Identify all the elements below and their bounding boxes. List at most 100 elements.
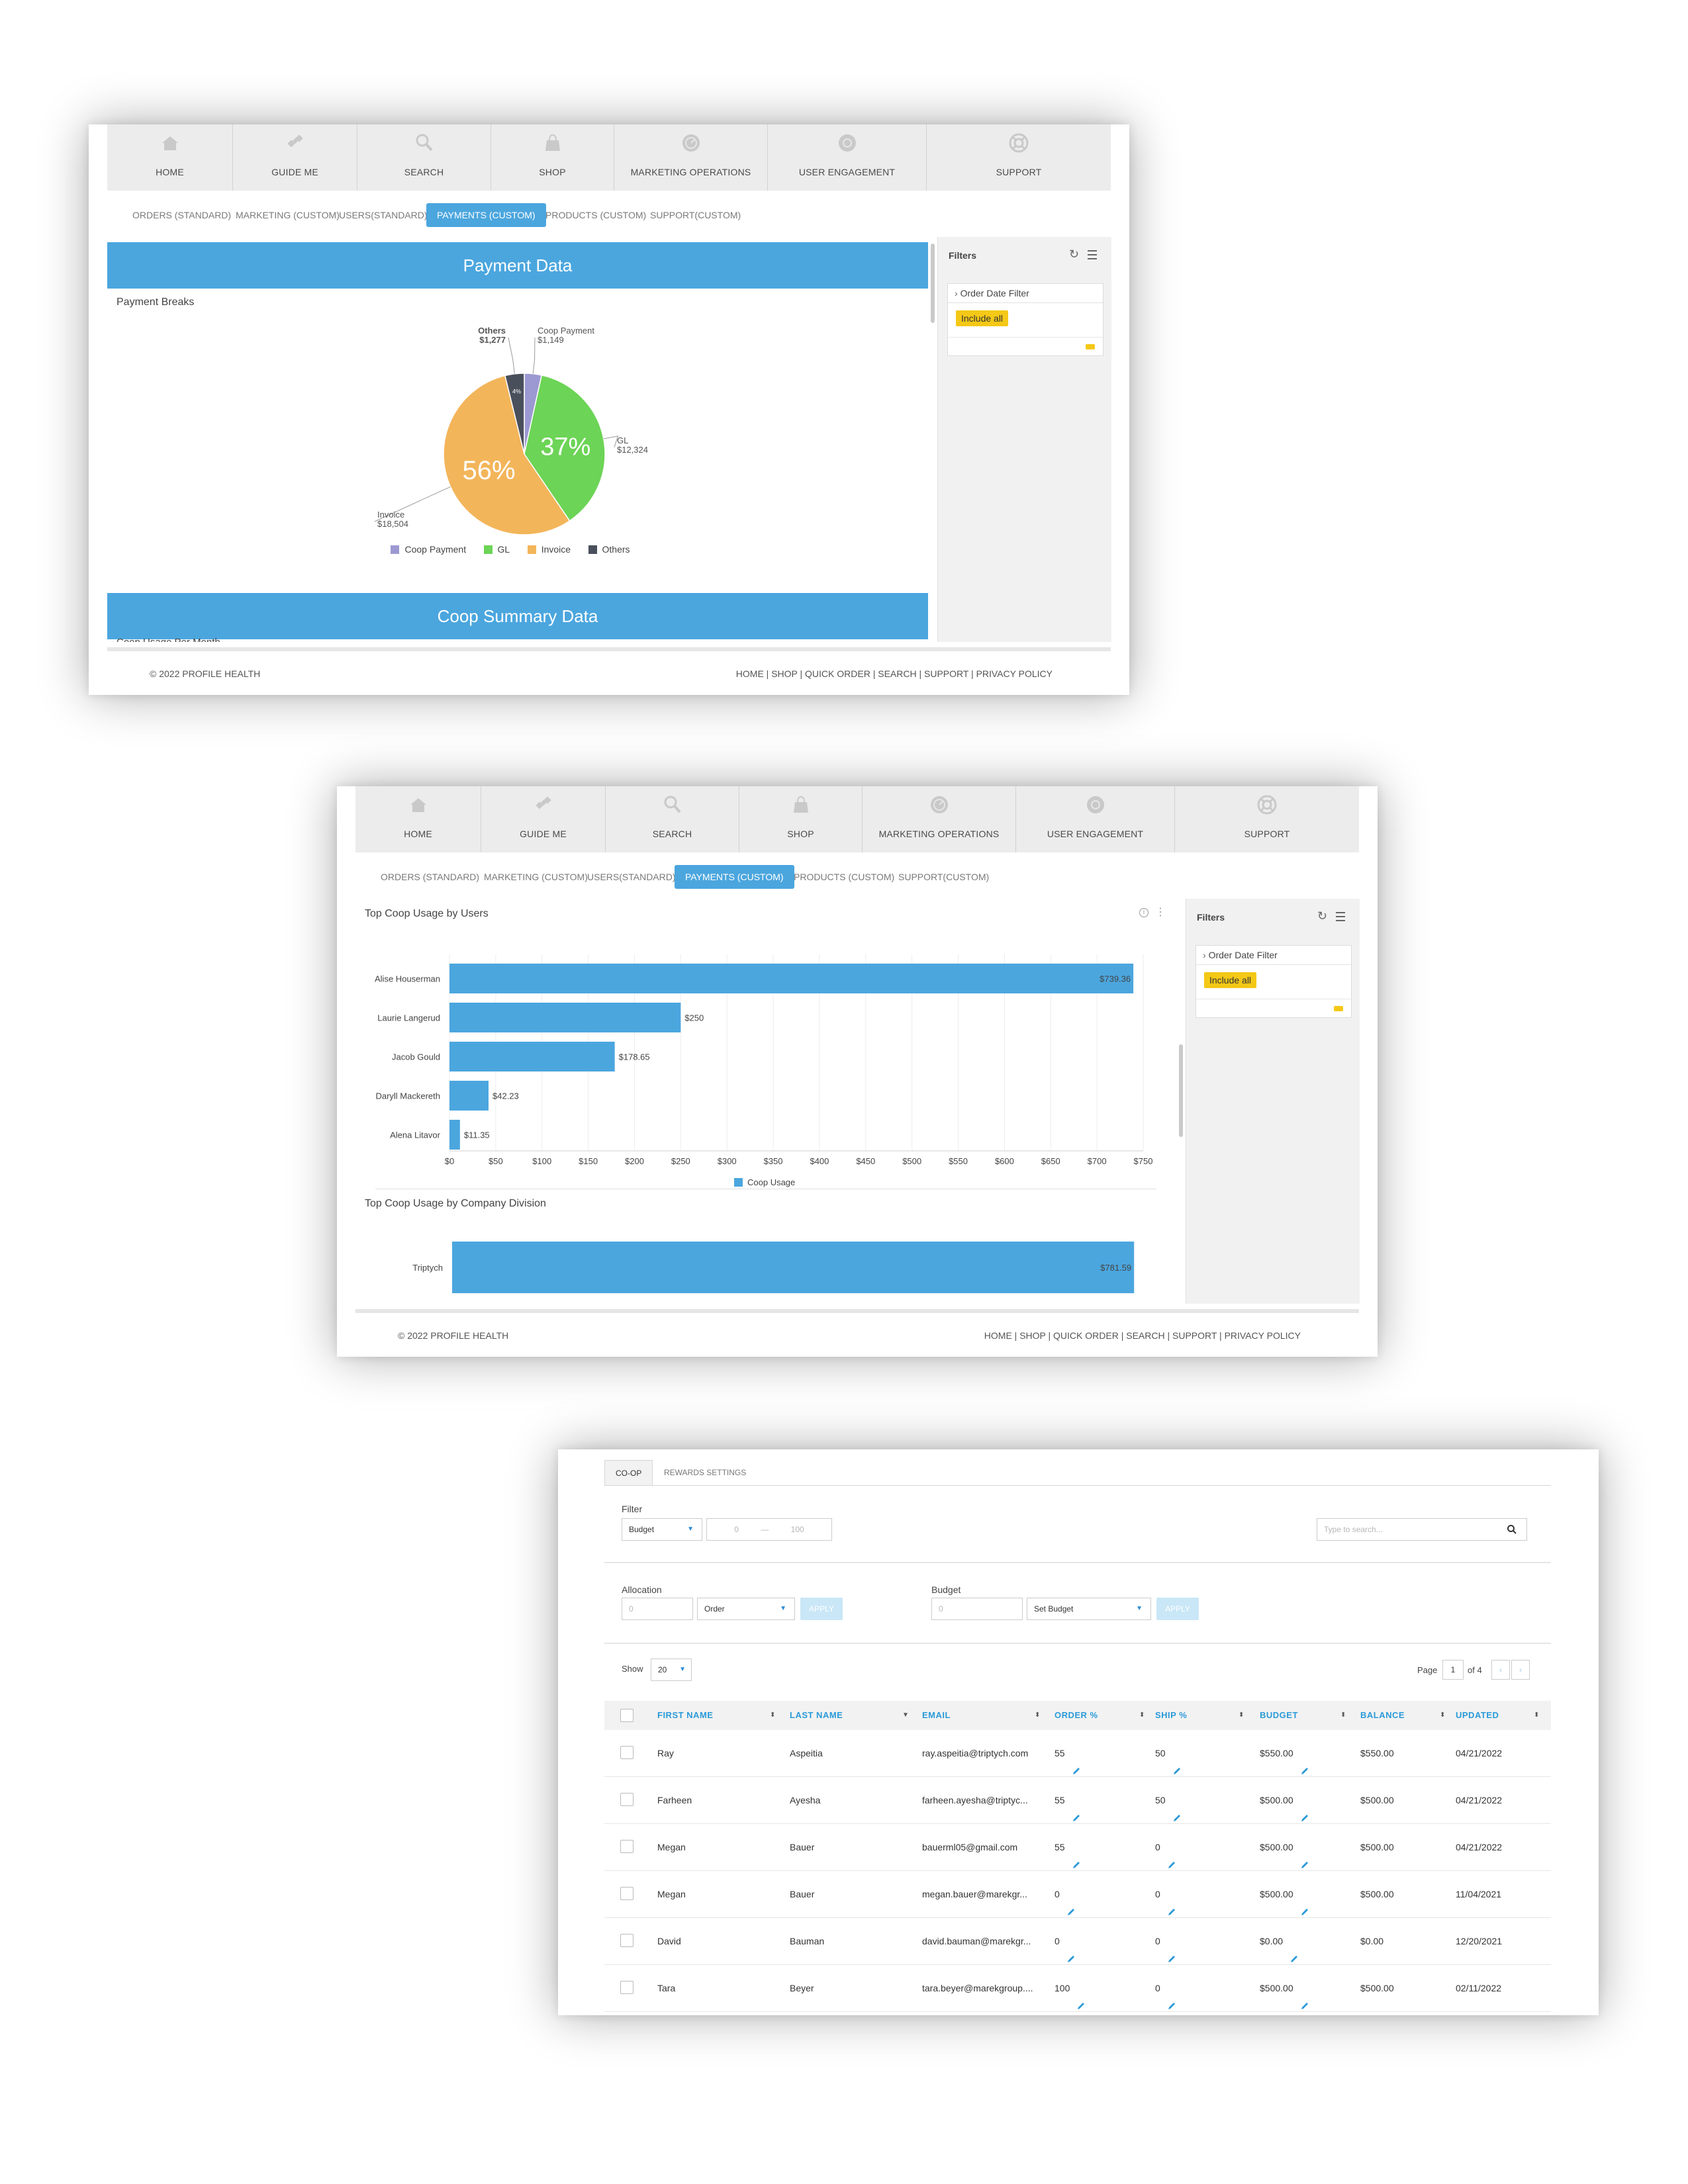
sort-icon[interactable]: ⬍ [1340,1711,1346,1719]
bar[interactable] [452,1242,1135,1293]
tab-marketing-custom[interactable]: MARKETING (CUSTOM) [236,210,340,220]
toggle-icon[interactable] [1086,344,1095,349]
sort-icon[interactable]: ⬍ [1440,1711,1446,1719]
tab-marketing-custom[interactable]: MARKETING (CUSTOM) [484,872,588,882]
nav-item-support[interactable]: SUPPORT [1175,786,1359,852]
column-header-ship[interactable]: SHIP % [1155,1710,1188,1720]
row-checkbox[interactable] [620,1981,633,1994]
edit-pencil-icon[interactable] [1066,1890,1076,1916]
tab-payments-custom[interactable]: PAYMENTS (CUSTOM) [675,865,794,889]
column-header-first-name[interactable]: FIRST NAME [657,1710,714,1720]
tab-payments-custom[interactable]: PAYMENTS (CUSTOM) [426,203,546,227]
bar[interactable] [449,964,1134,993]
edit-pencil-icon[interactable] [1300,1984,1309,2010]
tab-products-custom[interactable]: PRODUCTS (CUSTOM) [545,210,647,220]
sort-icon[interactable]: ⬍ [1139,1711,1145,1719]
sort-desc-icon[interactable]: ▼ [902,1711,909,1719]
nav-item-home[interactable]: HOME [355,786,481,852]
footer-links[interactable]: HOME | SHOP | QUICK ORDER | SEARCH | SUP… [984,1330,1301,1341]
column-header-updated[interactable]: UPDATED [1456,1710,1499,1720]
table-row[interactable]: Megan Bauer megan.bauer@marekgr... 0 0 $500.0… [604,1871,1551,1918]
tab-users-standard[interactable]: USERS(STANDARD) [587,872,676,882]
search-icon[interactable] [1507,1524,1517,1535]
column-header-balance[interactable]: BALANCE [1360,1710,1405,1720]
budget-apply-button[interactable]: APPLY [1156,1598,1199,1620]
tab-users-standard[interactable]: USERS(STANDARD) [339,210,428,220]
edit-pencil-icon[interactable] [1167,1937,1176,1963]
row-checkbox[interactable] [620,1887,633,1900]
nav-item-shop[interactable]: SHOP [491,124,614,191]
nav-item-user-engagement[interactable]: USER ENGAGEMENT [1016,786,1175,852]
select-all-checkbox[interactable] [620,1709,633,1722]
sort-icon[interactable]: ⬍ [1035,1711,1041,1719]
legend-label[interactable]: Coop Usage [747,1177,795,1187]
pie-slice-gl[interactable] [524,374,606,522]
edit-pencil-icon[interactable] [1167,1843,1176,1869]
page-size-select[interactable]: 20 ▼ [651,1659,692,1681]
nav-item-search[interactable]: SEARCH [606,786,739,852]
page-input[interactable]: 1 [1442,1660,1464,1680]
row-checkbox[interactable] [620,1793,633,1806]
budget-select[interactable]: Set Budget ▼ [1027,1598,1151,1620]
legend-item-others[interactable]: Others [588,544,630,555]
next-page-button[interactable]: › [1511,1660,1530,1680]
filter-select[interactable]: Budget ▼ [622,1518,702,1541]
legend-item-gl[interactable]: GL [483,544,510,555]
edit-pencil-icon[interactable] [1076,1984,1086,2010]
tab-orders-standard[interactable]: ORDERS (STANDARD) [132,210,232,220]
tab-coop[interactable]: CO-OP [604,1460,653,1486]
tab-orders-standard[interactable]: ORDERS (STANDARD) [381,872,480,882]
bar[interactable] [449,1081,489,1111]
edit-pencil-icon[interactable] [1066,1937,1076,1963]
column-header-budget[interactable]: BUDGET [1260,1710,1298,1720]
row-checkbox[interactable] [620,1746,633,1759]
edit-pencil-icon[interactable] [1289,1937,1299,1963]
pie-slice-invoice[interactable] [443,375,571,535]
edit-pencil-icon[interactable] [1072,1796,1081,1822]
row-checkbox[interactable] [620,1840,633,1853]
edit-pencil-icon[interactable] [1167,1890,1176,1916]
legend-item-coop-payment[interactable]: Coop Payment [391,544,466,555]
prev-page-button[interactable]: ‹ [1491,1660,1510,1680]
sort-icon[interactable]: ⬍ [1534,1711,1540,1719]
toggle-icon[interactable] [1334,1006,1343,1011]
search-input[interactable]: Type to search... [1317,1518,1527,1541]
column-header-order[interactable]: ORDER % [1055,1710,1098,1720]
table-row[interactable]: Megan Bauer bauerml05@gmail.com 55 0 $500.00 $… [604,1824,1551,1871]
allocation-apply-button[interactable]: APPLY [800,1598,843,1620]
edit-pencil-icon[interactable] [1172,1749,1182,1775]
nav-item-home[interactable]: HOME [107,124,233,191]
scrollbar[interactable] [1179,1044,1183,1137]
column-header-last-name[interactable]: LAST NAME [790,1710,843,1720]
edit-pencil-icon[interactable] [1167,1984,1176,2010]
include-all-chip[interactable]: Include all [1204,972,1257,988]
footer-links[interactable]: HOME | SHOP | QUICK ORDER | SEARCH | SUP… [735,668,1053,679]
edit-pencil-icon[interactable] [1300,1843,1309,1869]
table-row[interactable]: Ray Aspeitia ray.aspeitia@triptych.com 55 50… [604,1730,1551,1777]
nav-item-guide-me[interactable]: GUIDE ME [481,786,606,852]
nav-item-user-engagement[interactable]: USER ENGAGEMENT [768,124,927,191]
info-icon[interactable]: i [1139,908,1149,917]
order-date-filter-header[interactable]: › Order Date Filter [1196,946,1351,965]
nav-item-shop[interactable]: SHOP [739,786,863,852]
sort-icon[interactable]: ⬍ [1239,1711,1244,1719]
nav-item-marketing-operations[interactable]: MARKETING OPERATIONS [614,124,768,191]
edit-pencil-icon[interactable] [1072,1749,1081,1775]
range-inputs[interactable]: 0 — 100 [706,1518,832,1541]
reset-icon[interactable]: ↻ [1317,909,1328,923]
nav-item-support[interactable]: SUPPORT [927,124,1111,191]
allocation-input[interactable]: 0 [622,1598,693,1620]
legend-item-invoice[interactable]: Invoice [527,544,571,555]
edit-pencil-icon[interactable] [1300,1749,1309,1775]
table-row[interactable]: Tara Beyer tara.beyer@marekgroup.... 100 0 $5… [604,1965,1551,2012]
table-row[interactable]: Farheen Ayesha farheen.ayesha@triptyc... 55… [604,1777,1551,1824]
reset-icon[interactable]: ↻ [1069,248,1080,261]
bar[interactable] [449,1042,615,1071]
nav-item-marketing-operations[interactable]: MARKETING OPERATIONS [863,786,1016,852]
menu-icon[interactable] [1336,912,1345,924]
more-options-icon[interactable]: ⋮ [1155,907,1166,918]
nav-item-guide-me[interactable]: GUIDE ME [233,124,357,191]
edit-pencil-icon[interactable] [1300,1796,1309,1822]
nav-item-search[interactable]: SEARCH [357,124,491,191]
include-all-chip[interactable]: Include all [956,310,1009,326]
